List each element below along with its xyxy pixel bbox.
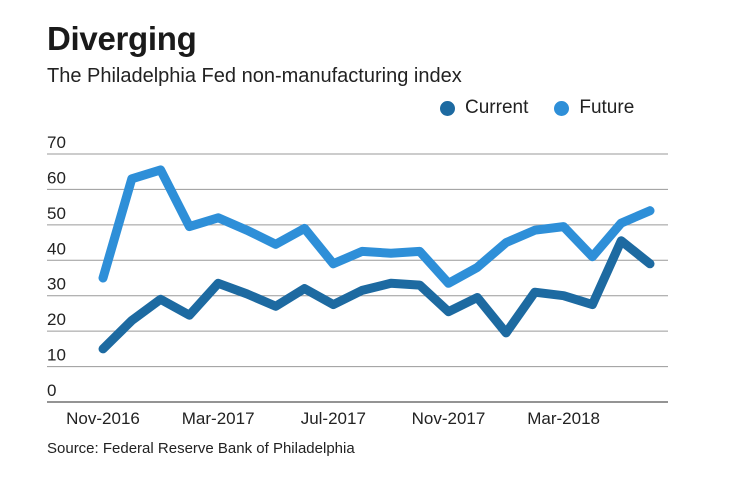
y-tick-label: 70: [47, 133, 66, 152]
series-line-future: [98, 165, 655, 288]
legend-label-future: Future: [579, 97, 635, 118]
x-axis-ticks: Nov-2016 Mar-2017 Jul-2017 Nov-2017 Mar-2018: [66, 409, 600, 428]
y-tick-label: 60: [47, 168, 66, 187]
y-tick-label: 0: [47, 381, 56, 400]
chart-title: Diverging: [47, 20, 197, 57]
x-tick-label: Mar-2018: [527, 409, 600, 428]
legend: Current Future: [440, 97, 660, 119]
y-axis-ticks: 0 10 20 30 40 50 60 70: [47, 133, 66, 400]
legend-item-current: Current: [440, 97, 528, 119]
legend-label-current: Current: [465, 97, 529, 118]
x-tick-label: Nov-2016: [66, 409, 140, 428]
legend-item-future: Future: [554, 97, 634, 119]
series-lines: [98, 165, 655, 354]
y-tick-label: 40: [47, 239, 66, 258]
x-tick-label: Mar-2017: [182, 409, 255, 428]
y-tick-label: 10: [47, 346, 66, 365]
legend-marker-future: [554, 100, 570, 116]
chart-subtitle: The Philadelphia Fed non-manufacturing i…: [47, 65, 462, 87]
source-note: Source: Federal Reserve Bank of Philadel…: [47, 440, 355, 457]
legend-marker-current: [440, 100, 455, 116]
x-tick-label: Jul-2017: [301, 409, 366, 428]
series-line-current: [98, 236, 655, 354]
y-tick-label: 20: [47, 310, 66, 329]
y-tick-label: 50: [47, 204, 66, 223]
grid-lines: [47, 153, 668, 403]
y-tick-label: 30: [47, 275, 66, 294]
x-tick-label: Nov-2017: [412, 409, 486, 428]
